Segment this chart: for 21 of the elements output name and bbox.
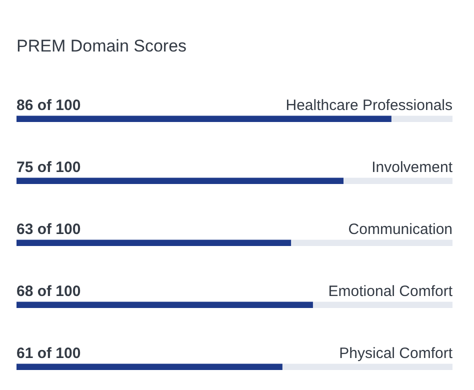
bar: [16, 240, 292, 246]
bar: [16, 364, 282, 370]
bar: [391, 116, 452, 122]
bar: [16, 302, 313, 308]
y-tick-label: Emotional Comfort: [328, 282, 454, 300]
y-tick-label: Communication: [348, 220, 453, 238]
data-label: 75 of 100: [16, 158, 81, 176]
chart-title: PREM Domain Scores: [16, 36, 187, 56]
data-label: 63 of 100: [16, 220, 81, 238]
data-label: 61 of 100: [16, 344, 81, 362]
data-label: 68 of 100: [16, 282, 81, 300]
bar: [282, 364, 452, 370]
bar: [16, 116, 392, 122]
y-tick-label: Healthcare Professionals: [286, 96, 453, 114]
bar: [312, 302, 452, 308]
y-tick-label: Physical Comfort: [339, 344, 454, 362]
bar: [344, 178, 452, 184]
data-label: 86 of 100: [16, 96, 81, 114]
bar: [16, 178, 344, 184]
y-tick-label: Involvement: [372, 158, 454, 176]
bar: [291, 240, 452, 246]
